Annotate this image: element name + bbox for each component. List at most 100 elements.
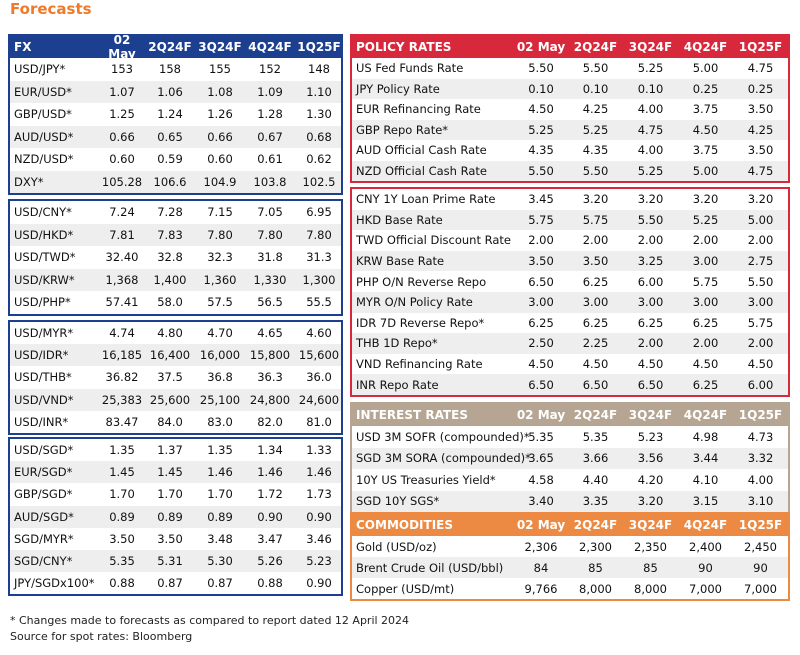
row-value: 1.28 [257, 107, 283, 122]
header-period: 4Q24F [683, 518, 728, 532]
row-value: 4.35 [582, 143, 609, 158]
row-label: USD/TWD* [14, 250, 76, 265]
row-value: 82.0 [257, 414, 283, 429]
row-value: 7.81 [109, 227, 135, 242]
row-label: USD/HKD* [14, 227, 74, 242]
row-label: EUR Refinancing Rate [356, 102, 481, 117]
row-value: 3.25 [637, 254, 664, 269]
row-label: VND Refinancing Rate [356, 357, 483, 372]
row-value: 16,185 [101, 348, 143, 363]
row-value: 3.75 [692, 143, 719, 158]
row-value: 7,000 [744, 581, 777, 596]
row-value: 7.28 [157, 205, 183, 220]
row-value: 5.30 [207, 554, 233, 569]
row-value: 1.70 [109, 487, 135, 502]
row-value: 3.20 [747, 192, 774, 207]
row-value: 36.82 [105, 370, 139, 385]
row-label: Gold (USD/oz) [356, 539, 437, 554]
row-value: 3.56 [637, 451, 664, 466]
row-value: 4.75 [747, 163, 774, 178]
row-value: 1.37 [157, 443, 183, 458]
fx-table-sgd: USD/SGD* 1.35 1.37 1.35 1.34 1.33 EUR/SGD* 1.45… [8, 437, 343, 597]
row-label: TWD Official Discount Rate [356, 233, 512, 248]
row-value: 0.25 [692, 81, 719, 96]
header-period: 2Q24F [573, 408, 618, 422]
row-value: 1.08 [207, 84, 233, 99]
header-period: 2Q24F [148, 40, 192, 54]
row-value: 6.50 [528, 274, 554, 289]
row-value: 1,330 [253, 272, 287, 287]
row-value: 0.68 [306, 129, 332, 144]
row-value: 55.5 [306, 295, 332, 310]
row-value: 3.50 [157, 531, 183, 546]
row-value: 1.35 [207, 443, 233, 458]
row-value: 5.25 [582, 122, 609, 137]
header-period: 3Q24F [628, 518, 673, 532]
row-value: 5.50 [747, 274, 774, 289]
row-value: 0.90 [306, 509, 332, 524]
header-period: 02 May [516, 408, 566, 422]
table-row: USD/THB* 36.82 37.5 36.8 36.3 36.0 [10, 366, 341, 388]
row-value: 5.50 [582, 61, 609, 76]
row-value: 2.00 [637, 233, 664, 248]
row-value: 4.50 [528, 357, 554, 372]
row-value: 4.58 [528, 472, 554, 487]
row-label: IDR 7D Reverse Repo* [356, 315, 485, 330]
header-period: 4Q24F [683, 408, 728, 422]
row-value: 1.45 [157, 465, 183, 480]
row-value: 0.90 [306, 576, 332, 591]
row-value: 4.00 [637, 143, 664, 158]
header-period: 3Q24F [198, 40, 242, 54]
row-label: USD/JPY* [14, 62, 66, 77]
header-period: 02 May [516, 518, 566, 532]
row-value: 2.00 [582, 233, 609, 248]
row-value: 4.70 [207, 326, 233, 341]
row-value: 1.45 [109, 465, 135, 480]
table-row: AUD Official Cash Rate 4.35 4.35 4.00 3.75 3.… [352, 140, 788, 161]
row-value: 3.20 [637, 494, 664, 509]
row-value: 3.65 [528, 451, 554, 466]
row-value: 5.50 [528, 61, 554, 76]
row-value: 106.6 [153, 174, 187, 189]
row-value: 7,000 [689, 581, 722, 596]
table-row: IDR 7D Reverse Repo* 6.25 6.25 6.25 6.25 5.75 [352, 313, 788, 334]
row-value: 2.75 [747, 254, 774, 269]
row-label: JPY/SGDx100* [14, 576, 95, 591]
row-value: 0.90 [257, 509, 283, 524]
row-value: 155 [209, 62, 231, 77]
row-value: 3.20 [582, 192, 609, 207]
row-value: 4.50 [692, 357, 719, 372]
row-value: 0.60 [207, 152, 233, 167]
row-label: EUR/USD* [14, 84, 72, 99]
table-header: COMMODITIES 02 May 2Q24F 3Q24F 4Q24F 1Q25F [352, 514, 788, 536]
row-value: 5.35 [528, 429, 554, 444]
row-value: 84.0 [157, 414, 183, 429]
row-value: 5.25 [692, 212, 719, 227]
row-value: 5.35 [582, 429, 609, 444]
row-value: 85 [588, 560, 603, 575]
row-label: AUD Official Cash Rate [356, 143, 487, 158]
header-period: 1Q25F [738, 40, 783, 54]
row-value: 6.25 [692, 315, 719, 330]
row-value: 5.25 [637, 61, 664, 76]
row-value: 7.80 [207, 227, 233, 242]
row-value: 84 [533, 560, 549, 575]
row-value: 56.5 [257, 295, 283, 310]
row-label: USD/IDR* [14, 348, 69, 363]
table-row: EUR Refinancing Rate 4.50 4.25 4.00 3.75 3.50 [352, 99, 788, 120]
table-row: USD/JPY* 153 158 155 152 148 [10, 58, 341, 81]
row-label: SGD 10Y SGS* [356, 494, 440, 509]
row-value: 2.50 [528, 336, 554, 351]
row-value: 3.10 [747, 494, 774, 509]
row-value: 1.73 [306, 487, 332, 502]
row-label: PHP O/N Reverse Repo [356, 274, 487, 289]
table-row: HKD Base Rate 5.75 5.75 5.50 5.25 5.00 [352, 209, 788, 231]
row-value: 4.98 [692, 429, 719, 444]
header-period: 3Q24F [628, 40, 673, 54]
row-value: 4.25 [582, 102, 609, 117]
row-label: GBP Repo Rate* [356, 122, 449, 137]
row-value: 104.9 [203, 174, 237, 189]
interest-rates-table: INTEREST RATES 02 May 2Q24F 3Q24F 4Q24F 1Q25F… [350, 402, 790, 514]
row-value: 5.00 [692, 61, 719, 76]
row-value: 7.15 [207, 205, 233, 220]
